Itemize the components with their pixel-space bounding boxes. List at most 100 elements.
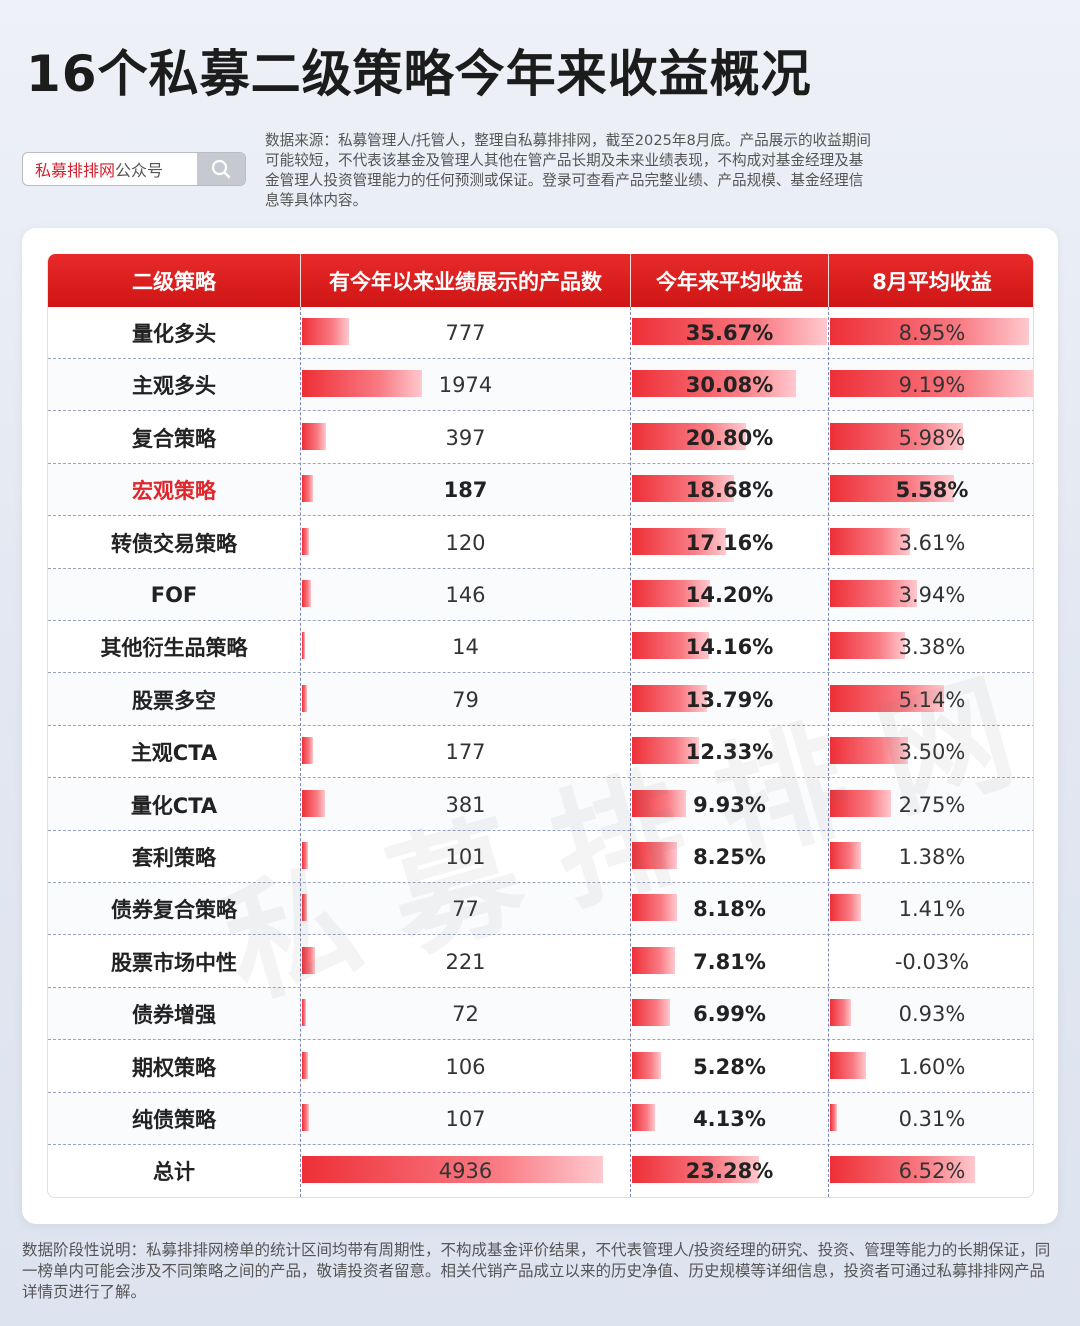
ytd-return-label: 17.16%	[685, 530, 774, 555]
aug-return-label: 6.52%	[898, 1159, 966, 1184]
search-button[interactable]	[197, 153, 245, 185]
product-count-bar	[302, 632, 305, 660]
ytd-return-bar	[632, 422, 746, 450]
aug-return-bar	[830, 999, 851, 1027]
ytd-return-bar	[632, 842, 678, 869]
table-row: 量化CTA 381 9.93% 2.75%	[48, 778, 1033, 831]
table-header: 二级策略 有今年以来业绩展示的产品数 今年来平均收益 8月平均收益	[48, 254, 1033, 307]
table-row: 主观多头 1974 30.08% 9.19%	[48, 359, 1033, 412]
product-count-bar	[302, 737, 313, 765]
product-count-bar	[302, 422, 327, 450]
header-ytd-return: 今年来平均收益	[656, 269, 803, 294]
aug-return-bar	[830, 475, 954, 503]
strategy-name: 股票市场中性	[111, 950, 237, 975]
ytd-return-label: 6.99%	[693, 1002, 766, 1027]
ytd-return-bar	[632, 1156, 760, 1184]
column-divider	[828, 307, 829, 1197]
aug-return-bar	[830, 894, 862, 922]
ytd-return-label: 30.08%	[685, 373, 774, 398]
table-row: FOF 146 14.20% 3.94%	[48, 569, 1033, 621]
aug-return-label: 0.93%	[898, 1002, 966, 1027]
product-count-label: 146	[445, 583, 486, 607]
aug-return-bar	[830, 1104, 837, 1131]
search-brand: 私募排排网	[35, 161, 116, 180]
strategy-name: 套利策略	[132, 846, 216, 870]
aug-return-bar	[830, 422, 963, 450]
product-count-label: 4936	[438, 1159, 493, 1184]
column-divider	[630, 307, 631, 1197]
strategy-name: 量化多头	[132, 322, 216, 346]
strategy-name: 转债交易策略	[111, 531, 237, 556]
column-divider	[300, 307, 301, 1197]
product-count-label: 14	[452, 635, 479, 660]
ytd-return-label: 9.93%	[693, 792, 766, 817]
ytd-return-bar	[632, 1051, 661, 1079]
footnote: 数据阶段性说明：私募排排网榜单的统计区间均带有周期性，不构成基金评价结果，不代表…	[22, 1241, 1051, 1301]
product-count-label: 381	[445, 792, 486, 817]
aug-return-label: 1.41%	[898, 897, 966, 922]
aug-return-bar	[830, 737, 908, 765]
table-row: 总计 4936 23.28% 6.52%	[48, 1145, 1033, 1197]
strategy-name: 债券复合策略	[111, 898, 237, 923]
product-count-bar	[302, 789, 326, 817]
product-count-label: 77	[452, 897, 479, 922]
strategy-name: 宏观策略	[132, 479, 216, 504]
table-row: 期权策略 106 5.28% 1.60%	[48, 1041, 1033, 1093]
strategy-name: 纯债策略	[132, 1108, 216, 1132]
header-aug-return: 8月平均收益	[872, 269, 992, 294]
aug-return-bar	[830, 1156, 975, 1184]
ytd-return-label: 4.13%	[693, 1107, 766, 1131]
strategy-name: 复合策略	[132, 426, 216, 451]
strategy-name: 债券增强	[132, 1003, 216, 1028]
table-row: 其他衍生品策略 14 14.16% 3.38%	[48, 621, 1033, 674]
aug-return-label: 3.61%	[898, 530, 966, 555]
product-count-bar	[302, 527, 310, 555]
aug-return-label: 3.94%	[898, 583, 966, 607]
product-count-bar	[302, 684, 307, 712]
aug-return-bar	[830, 318, 1029, 345]
ytd-return-bar	[632, 946, 675, 974]
header-strategy: 二级策略	[132, 269, 216, 294]
aug-return-label: 5.98%	[898, 425, 966, 450]
product-count-bar	[302, 475, 314, 503]
product-count-label: 101	[445, 845, 486, 869]
ytd-return-label: 12.33%	[685, 740, 774, 765]
ytd-return-bar	[632, 999, 671, 1027]
table-row: 复合策略 397 20.80% 5.98%	[48, 412, 1033, 464]
aug-return-label: 1.60%	[898, 1054, 966, 1079]
page-title: 16个私募二级策略今年来收益概况	[26, 45, 812, 103]
product-count-label: 106	[445, 1054, 486, 1079]
strategy-name: 股票多空	[132, 688, 216, 713]
strategy-table: 二级策略 有今年以来业绩展示的产品数 今年来平均收益 8月平均收益 量化多头 77…	[47, 254, 1034, 1198]
ytd-return-label: 8.25%	[693, 845, 766, 869]
aug-return-bar	[830, 580, 918, 607]
product-count-bar	[302, 370, 423, 398]
aug-return-label: 5.58%	[895, 478, 969, 503]
product-count-label: 79	[452, 687, 479, 712]
aug-return-bar	[830, 370, 1033, 398]
strategy-name: 其他衍生品策略	[100, 636, 248, 661]
aug-return-bar	[830, 842, 861, 869]
table-row: 套利策略 101 8.25% 1.38%	[48, 831, 1033, 883]
product-count-label: 177	[445, 740, 486, 765]
ytd-return-bar	[632, 475, 735, 503]
strategy-name: 量化CTA	[130, 793, 218, 818]
table-row: 债券复合策略 77 8.18% 1.41%	[48, 883, 1033, 936]
aug-return-label: 3.38%	[898, 635, 966, 660]
aug-return-label: 0.31%	[898, 1107, 966, 1131]
product-count-bar	[302, 1051, 309, 1079]
product-count-bar	[302, 842, 309, 869]
aug-return-label: -0.03%	[894, 949, 970, 974]
product-count-label: 1974	[438, 373, 493, 398]
product-count-label: 221	[445, 949, 486, 974]
search-box[interactable]: 私募排排网 公众号	[22, 152, 246, 186]
ytd-return-bar	[632, 632, 710, 660]
product-count-bar	[302, 999, 307, 1027]
ytd-return-label: 14.16%	[685, 635, 774, 660]
aug-return-label: 1.38%	[898, 845, 966, 869]
header-count: 有今年以来业绩展示的产品数	[329, 269, 602, 294]
strategy-name: 期权策略	[132, 1055, 216, 1080]
strategy-name: 主观CTA	[130, 741, 218, 766]
strategy-name: 总计	[153, 1160, 195, 1185]
aug-return-bar	[830, 1051, 866, 1079]
